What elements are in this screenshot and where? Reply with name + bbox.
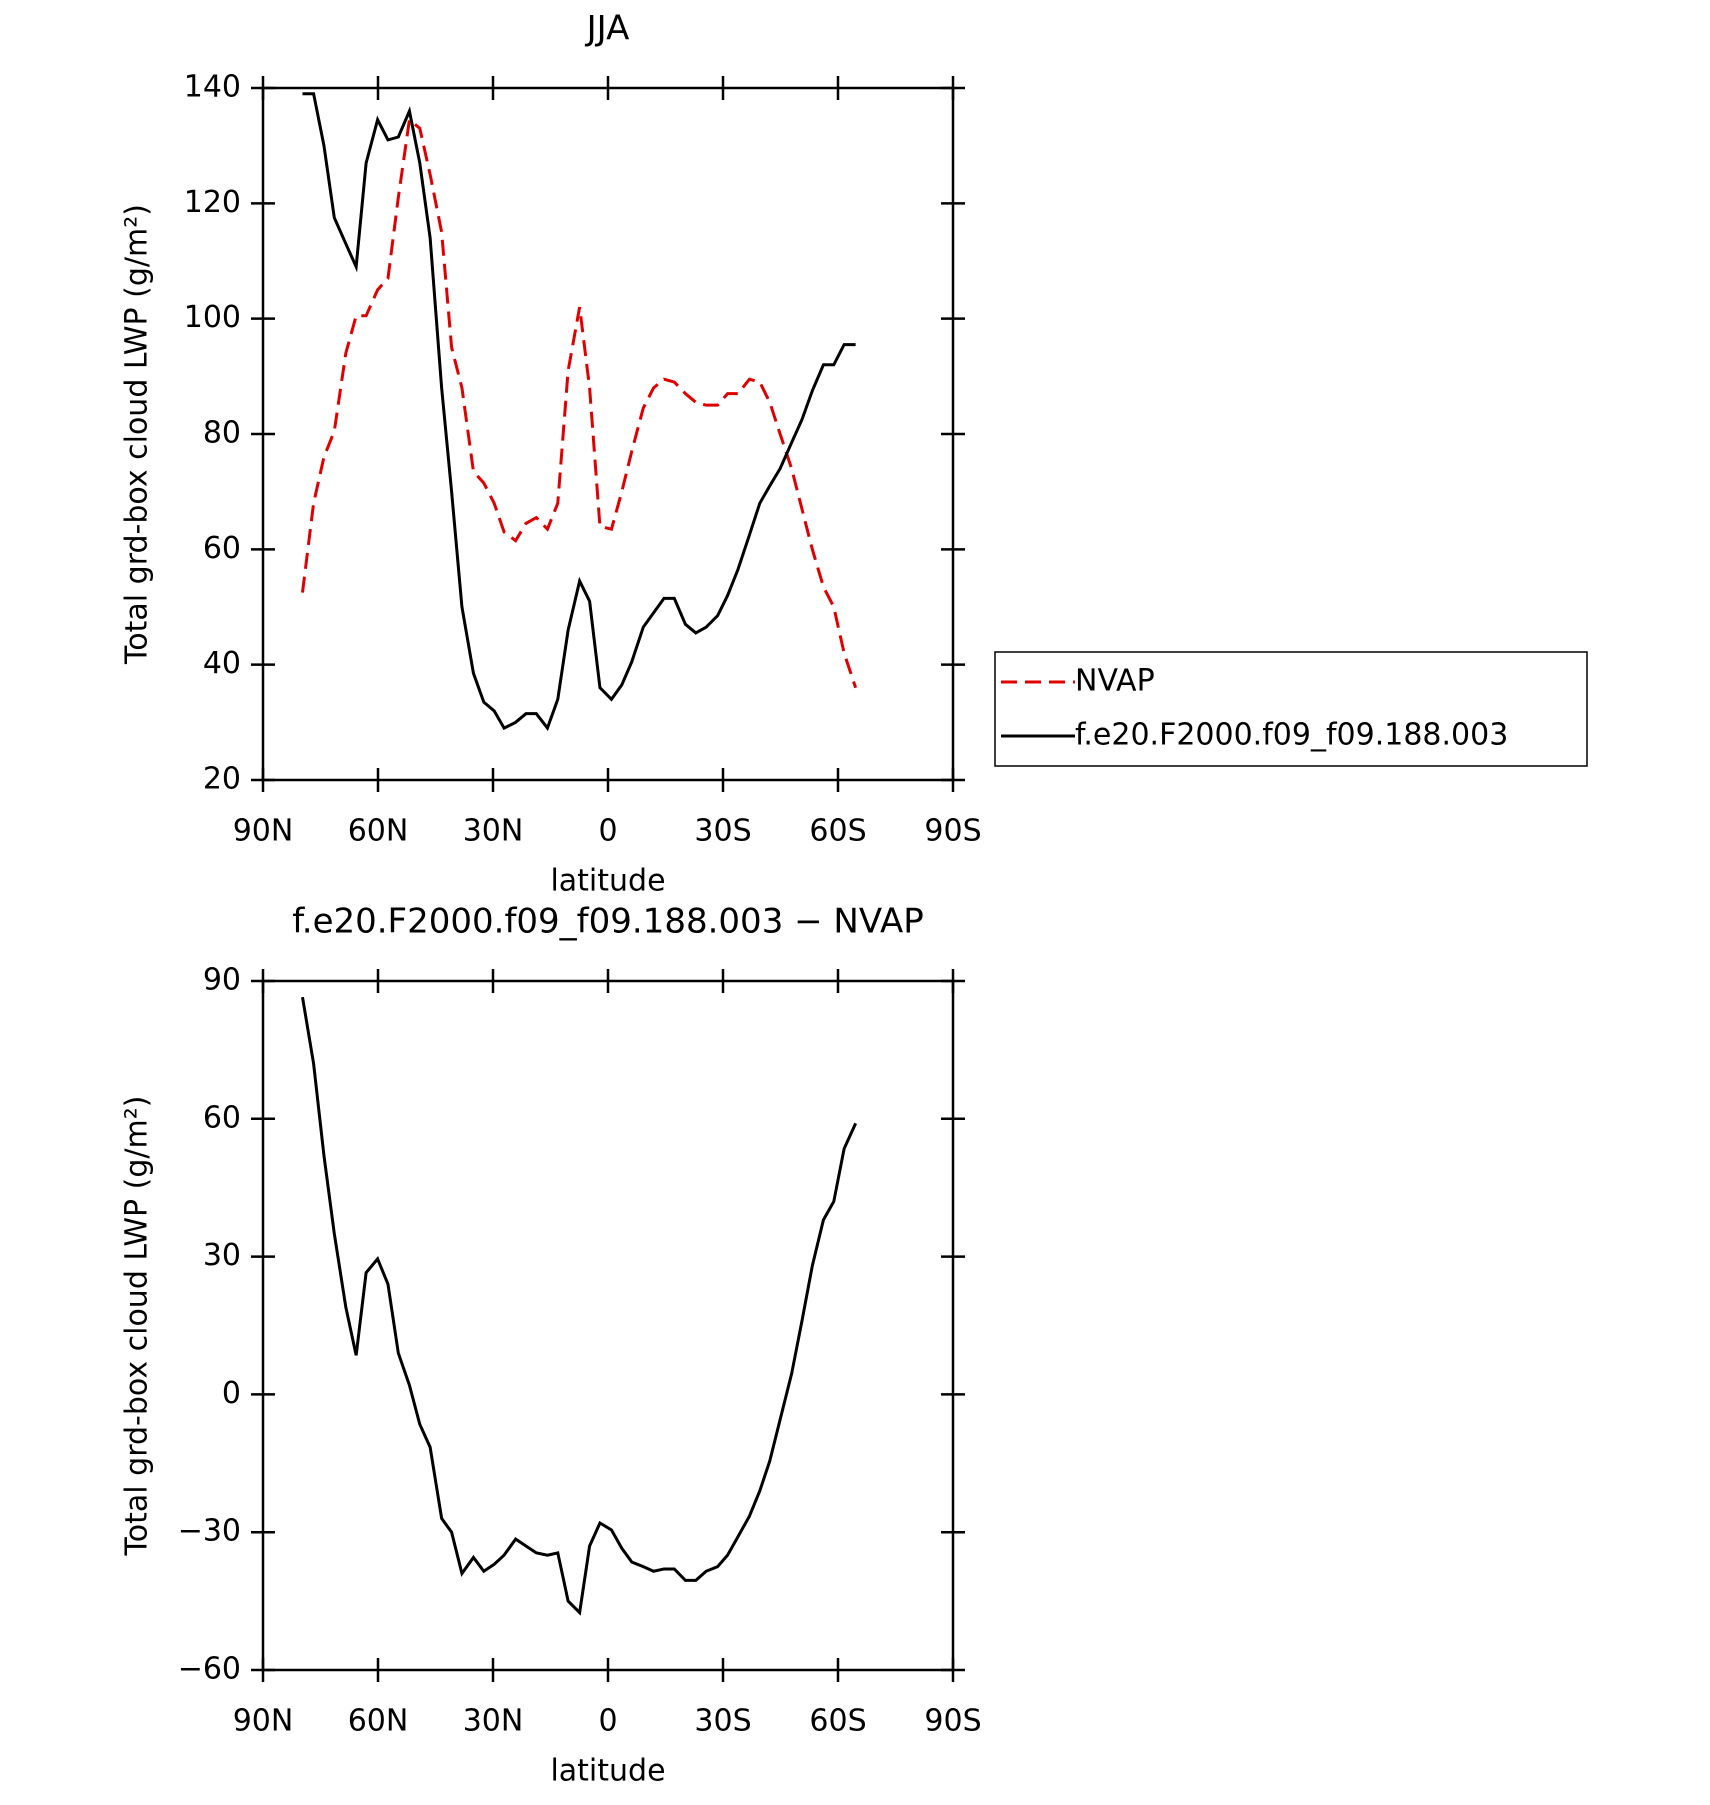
y-tick-label: 60 (203, 1100, 241, 1135)
y-axis-label: Total grd-box cloud LWP (g/m²) (120, 204, 155, 665)
y-tick-label: 100 (184, 300, 241, 335)
y-tick-label: 60 (203, 531, 241, 566)
y-tick-label: 140 (184, 70, 241, 105)
x-tick-label: 60N (348, 1704, 409, 1739)
plot-frame (261, 86, 955, 782)
y-tick-label: 120 (184, 185, 241, 220)
y-tick-label: 30 (203, 1238, 241, 1273)
x-tick-label: 0 (598, 1704, 617, 1739)
legend-label: f.e20.F2000.f09_f09.188.003 (1075, 718, 1508, 753)
chart-title: f.e20.F2000.f09_f09.188.003 − NVAP (292, 902, 923, 942)
x-tick-label: 90N (233, 814, 294, 849)
x-tick-label: 60S (809, 1704, 866, 1739)
x-tick-label: 30N (463, 814, 524, 849)
x-tick-label: 0 (598, 814, 617, 849)
x-tick-label: 60S (809, 814, 866, 849)
y-tick-label: 80 (203, 416, 241, 451)
x-axis-label: latitude (550, 864, 665, 899)
legend-label: NVAP (1075, 664, 1155, 699)
data-line (301, 996, 857, 1616)
data-line (300, 116, 858, 689)
y-tick-label: 90 (203, 963, 241, 998)
x-tick-label: 30S (694, 1704, 751, 1739)
y-tick-label: 20 (203, 762, 241, 797)
y-axis-label: Total grd-box cloud LWP (g/m²) (120, 1096, 155, 1557)
y-tick-label: 40 (203, 646, 241, 681)
x-tick-label: 30N (463, 1704, 524, 1739)
y-tick-label: −60 (178, 1652, 241, 1687)
y-tick-label: 0 (222, 1376, 241, 1411)
x-axis-label: latitude (550, 1754, 665, 1789)
x-tick-label: 30S (694, 814, 751, 849)
x-tick-label: 90S (924, 1704, 981, 1739)
x-tick-label: 60N (348, 814, 409, 849)
plot-frame (261, 979, 955, 1672)
y-tick-label: −30 (178, 1514, 241, 1549)
x-tick-label: 90N (233, 1704, 294, 1739)
legend-box (994, 651, 1588, 767)
chart-title: JJA (585, 9, 630, 49)
data-line (302, 92, 856, 732)
x-tick-label: 90S (924, 814, 981, 849)
